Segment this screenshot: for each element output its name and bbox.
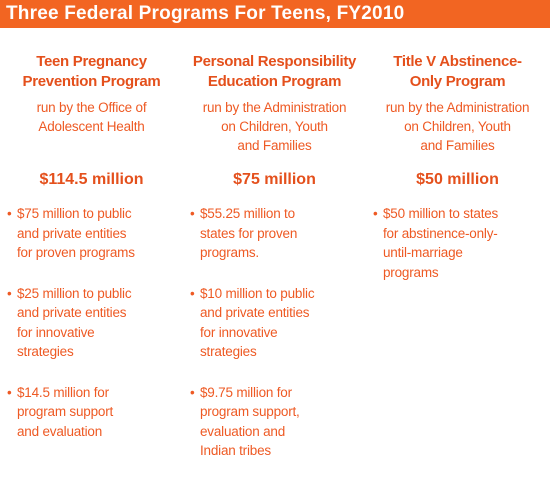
agency-line: run by the Office of xyxy=(36,100,147,115)
program-agency: run by the Administration on Children, Yo… xyxy=(183,98,366,155)
funding-item-line: evaluation and xyxy=(200,423,286,439)
program-title-line: Education Program xyxy=(207,73,342,90)
funding-list: $75 million to public and private entitie… xyxy=(7,204,180,462)
funding-item: $50 million to states for abstinence-only… xyxy=(373,204,546,282)
funding-item-line: strategies xyxy=(17,344,74,359)
program-column: Title V Abstinence- Only Program run by th… xyxy=(366,0,549,461)
program-amount: $75 million xyxy=(233,171,316,188)
funding-item-line: $55.25 million to xyxy=(200,206,295,221)
agency-line: on Children, Youth xyxy=(404,119,511,134)
funding-item-line: $50 million to states xyxy=(383,206,499,221)
funding-item-line: $25 million to public xyxy=(17,285,132,301)
funding-item-line: and evaluation xyxy=(17,423,103,439)
funding-item-line: for innovative xyxy=(17,324,95,340)
program-amount: $114.5 million xyxy=(39,171,144,188)
program-title-line: Only Program xyxy=(409,73,506,90)
program-column: Personal Responsibility Education Program… xyxy=(183,0,366,461)
program-title-line: Prevention Program xyxy=(22,73,161,90)
funding-item-line: and private entities xyxy=(17,305,127,320)
funding-item-line: program support xyxy=(17,404,114,419)
funding-item-line: $14.5 million for xyxy=(17,384,109,400)
program-title: Title V Abstinence- Only Program xyxy=(366,52,549,92)
header-bar: Three Federal Programs For Teens, FY2010 xyxy=(0,0,550,28)
program-agency: run by the Office of Adolescent Health xyxy=(0,98,183,136)
funding-item-line: states for proven xyxy=(200,225,298,241)
funding-item-line: for proven programs xyxy=(17,245,135,260)
header-title: Three Federal Programs For Teens, FY2010 xyxy=(6,3,405,24)
funding-item-line: until-marriage xyxy=(383,245,463,260)
page: Three Federal Programs For Teens, FY2010… xyxy=(0,0,550,461)
agency-line: and Families xyxy=(420,138,495,153)
funding-item: $10 million to public and private entitie… xyxy=(190,284,363,362)
program-title: Teen Pregnancy Prevention Program xyxy=(0,52,183,92)
program-column: Teen Pregnancy Prevention Program run by t… xyxy=(0,0,183,461)
agency-line: and Families xyxy=(237,138,312,153)
funding-item-line: programs xyxy=(383,264,439,280)
funding-item-line: $75 million to public xyxy=(17,206,132,221)
funding-item-line: for innovative xyxy=(200,324,278,340)
funding-item: $14.5 million for program support and eval… xyxy=(7,383,180,442)
agency-line: Adolescent Health xyxy=(38,119,145,134)
program-title: Personal Responsibility Education Program xyxy=(183,52,366,92)
program-title-line: Teen Pregnancy xyxy=(36,53,147,70)
funding-item: $25 million to public and private entitie… xyxy=(7,284,180,362)
funding-item-line: Indian tribes xyxy=(200,443,271,458)
funding-item-line: $10 million to public xyxy=(200,285,315,301)
agency-line: run by the Administration xyxy=(385,100,530,115)
program-agency: run by the Administration on Children, Yo… xyxy=(366,98,549,155)
funding-item-line: $9.75 million for xyxy=(200,384,292,400)
funding-list: $50 million to states for abstinence-only… xyxy=(373,204,546,303)
agency-line: run by the Administration xyxy=(202,100,347,115)
funding-item-line: program support, xyxy=(200,404,300,419)
program-amount: $50 million xyxy=(416,171,499,188)
funding-item-line: for abstinence-only- xyxy=(383,225,498,241)
program-title-line: Personal Responsibility xyxy=(192,53,357,70)
funding-item-line: and private entities xyxy=(200,305,310,320)
funding-item-line: strategies xyxy=(200,344,257,359)
program-title-line: Title V Abstinence- xyxy=(393,53,522,70)
funding-item-line: and private entities xyxy=(17,225,127,241)
funding-item-line: programs. xyxy=(200,245,259,260)
agency-line: on Children, Youth xyxy=(221,119,328,134)
funding-item: $55.25 million to states for proven progra… xyxy=(190,204,363,263)
funding-item: $9.75 million for program support, evaluat… xyxy=(190,383,363,461)
funding-item: $75 million to public and private entitie… xyxy=(7,204,180,263)
funding-list: $55.25 million to states for proven progra… xyxy=(190,204,363,482)
